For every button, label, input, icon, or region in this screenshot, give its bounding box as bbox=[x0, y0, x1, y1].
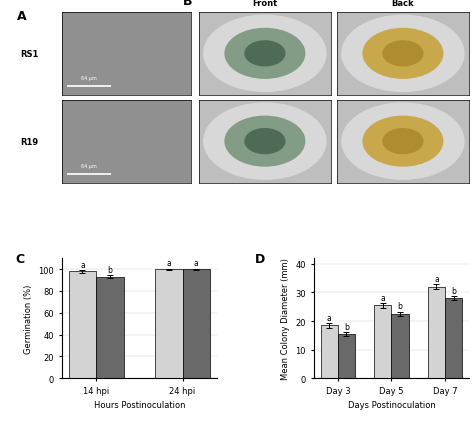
Text: R19: R19 bbox=[20, 137, 38, 146]
Bar bbox=[428, 287, 445, 378]
Circle shape bbox=[342, 16, 464, 92]
Text: a: a bbox=[166, 259, 171, 268]
Circle shape bbox=[245, 129, 285, 154]
Bar bbox=[69, 272, 96, 378]
Bar bbox=[338, 334, 355, 378]
Text: a: a bbox=[194, 259, 199, 268]
Text: 64 μm: 64 μm bbox=[81, 76, 97, 81]
Text: A: A bbox=[17, 9, 26, 22]
Text: a: a bbox=[381, 293, 385, 302]
Text: a: a bbox=[80, 260, 85, 269]
Bar bbox=[321, 326, 338, 378]
Text: Front: Front bbox=[252, 0, 277, 8]
Bar bbox=[182, 270, 210, 378]
Text: D: D bbox=[255, 252, 265, 265]
Circle shape bbox=[383, 129, 423, 154]
Circle shape bbox=[204, 16, 326, 92]
Bar bbox=[374, 306, 392, 378]
Y-axis label: Mean Colony Diameter (mm): Mean Colony Diameter (mm) bbox=[281, 258, 290, 379]
Text: a: a bbox=[327, 313, 332, 322]
Bar bbox=[155, 270, 182, 378]
Bar bbox=[392, 314, 409, 378]
Text: RS1: RS1 bbox=[20, 50, 38, 59]
Bar bbox=[445, 298, 462, 378]
Circle shape bbox=[342, 104, 464, 180]
Circle shape bbox=[363, 117, 443, 166]
Text: b: b bbox=[398, 302, 402, 311]
Circle shape bbox=[383, 42, 423, 67]
X-axis label: Hours Postinoculation: Hours Postinoculation bbox=[94, 400, 185, 409]
Text: Back: Back bbox=[392, 0, 414, 8]
Text: 64 μm: 64 μm bbox=[81, 163, 97, 168]
X-axis label: Days Postinoculation: Days Postinoculation bbox=[347, 400, 435, 409]
Text: b: b bbox=[344, 322, 349, 331]
Text: C: C bbox=[15, 252, 24, 265]
Circle shape bbox=[204, 104, 326, 180]
Circle shape bbox=[225, 29, 305, 79]
Circle shape bbox=[225, 117, 305, 166]
Text: B: B bbox=[182, 0, 192, 8]
Text: b: b bbox=[108, 265, 112, 274]
Text: b: b bbox=[451, 286, 456, 295]
Y-axis label: Germination (%): Germination (%) bbox=[24, 284, 33, 353]
Circle shape bbox=[363, 29, 443, 79]
Circle shape bbox=[245, 42, 285, 67]
Bar bbox=[96, 277, 124, 378]
Text: a: a bbox=[434, 275, 439, 284]
